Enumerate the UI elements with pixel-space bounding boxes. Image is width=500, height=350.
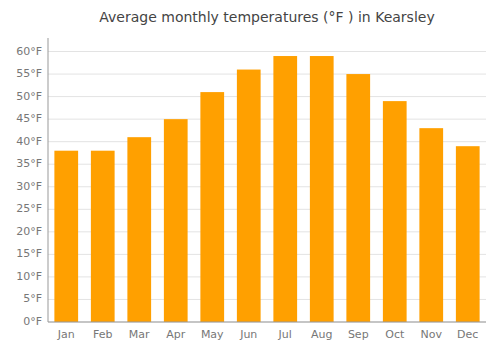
x-tick-label: Jun bbox=[239, 328, 257, 341]
bar bbox=[273, 56, 297, 322]
grid-line bbox=[48, 74, 486, 75]
bar bbox=[237, 70, 261, 322]
x-tick-labels: Jan Feb Mar Apr May Jun Jul Aug Sep Oct Nov Dec bbox=[57, 328, 479, 341]
x-tick-label: Dec bbox=[457, 328, 478, 341]
y-tick-labels: 0°F 5°F 10°F 15°F 20°F 25°F 30°F 35°F 40°F 45°F 50… bbox=[16, 45, 42, 328]
bar bbox=[310, 56, 334, 322]
x-tick-label: Feb bbox=[93, 328, 112, 341]
y-tick-label: 25°F bbox=[16, 202, 42, 215]
y-tick-label: 45°F bbox=[16, 112, 42, 125]
y-tick-label: 10°F bbox=[16, 270, 42, 283]
bar bbox=[346, 74, 370, 322]
grid-line bbox=[48, 51, 486, 52]
y-tick-label: 0°F bbox=[23, 315, 42, 328]
y-tick-label: 55°F bbox=[16, 67, 42, 80]
title: Average monthly temperatures (°F ) in Ke… bbox=[99, 9, 434, 25]
bars bbox=[54, 56, 479, 322]
bar bbox=[54, 151, 78, 322]
y-axis-line bbox=[48, 38, 49, 322]
grid-line bbox=[48, 96, 486, 97]
x-tick-label: Mar bbox=[129, 328, 150, 341]
y-tick-label: 35°F bbox=[16, 157, 42, 170]
y-tick-label: 60°F bbox=[16, 45, 42, 58]
x-tick-label: Apr bbox=[166, 328, 186, 341]
y-tick-label: 20°F bbox=[16, 225, 42, 238]
y-tick-label: 30°F bbox=[16, 180, 42, 193]
bar bbox=[164, 119, 188, 322]
y-grid bbox=[48, 52, 486, 322]
chart: 0°F 5°F 10°F 15°F 20°F 25°F 30°F 35°F 40°F 45°F 50… bbox=[0, 0, 500, 350]
bar bbox=[91, 151, 115, 322]
x-tick-label: Jul bbox=[278, 328, 292, 341]
y-tick-label: 15°F bbox=[16, 247, 42, 260]
y-tick-label: 40°F bbox=[16, 135, 42, 148]
y-tick-label: 50°F bbox=[16, 90, 42, 103]
x-axis-line bbox=[48, 322, 486, 323]
grid-line bbox=[48, 322, 486, 323]
x-tick-label: Nov bbox=[421, 328, 443, 341]
bar bbox=[419, 128, 443, 322]
x-tick-label: Aug bbox=[311, 328, 332, 341]
y-tick-label: 5°F bbox=[23, 292, 42, 305]
x-tick-label: Jan bbox=[57, 328, 75, 341]
bar bbox=[383, 101, 407, 322]
grid-line bbox=[48, 119, 486, 120]
bar bbox=[456, 146, 480, 322]
x-tick-label: May bbox=[201, 328, 224, 341]
bar bbox=[127, 137, 151, 322]
x-tick-label: Sep bbox=[348, 328, 369, 341]
bar bbox=[200, 92, 224, 322]
x-tick-label: Oct bbox=[385, 328, 405, 341]
